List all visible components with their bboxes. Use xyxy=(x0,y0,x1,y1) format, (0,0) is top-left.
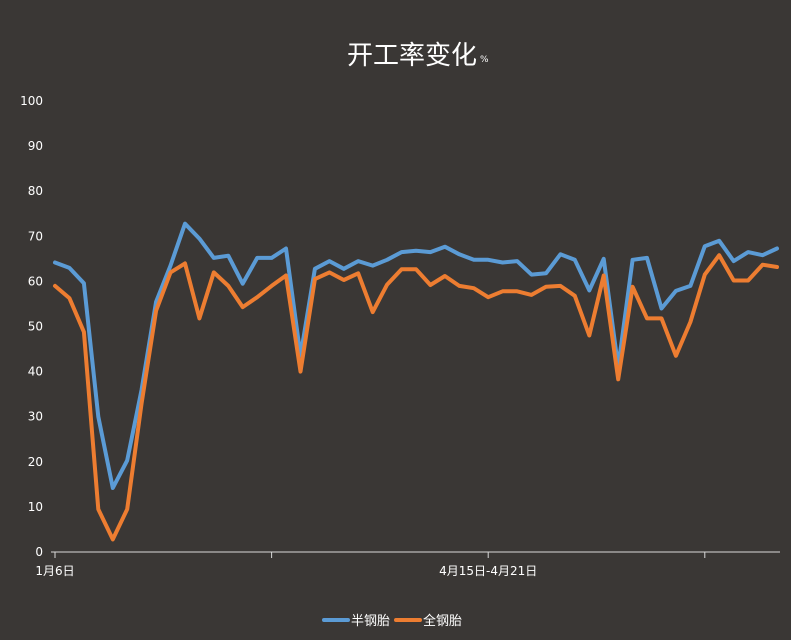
legend-item: 半钢胎 xyxy=(322,614,390,629)
y-tick-label: 80 xyxy=(28,184,43,198)
legend-label: 全钢胎 xyxy=(423,613,462,629)
y-tick-label: 10 xyxy=(28,500,43,514)
chart-title-text: 开工率变化 xyxy=(347,41,477,71)
legend-item: 全钢胎 xyxy=(394,613,462,629)
legend-label: 半钢胎 xyxy=(351,614,390,629)
chart-title-unit: % xyxy=(480,55,489,65)
x-tick-label: 1月6日 xyxy=(35,564,74,578)
y-tick-label: 60 xyxy=(28,274,43,288)
y-tick-label: 90 xyxy=(28,139,43,153)
y-tick-label: 70 xyxy=(28,229,43,243)
y-axis: 0 10 20 30 40 50 60 70 80 90 100 xyxy=(20,94,43,559)
y-tick-label: 50 xyxy=(28,320,43,334)
legend: 半钢胎 全钢胎 xyxy=(322,613,462,629)
y-tick-label: 30 xyxy=(28,410,43,424)
y-tick-label: 100 xyxy=(20,94,43,108)
y-tick-label: 0 xyxy=(35,545,43,559)
y-tick-label: 40 xyxy=(28,365,43,379)
series-line-all-steel xyxy=(53,253,779,542)
x-tick-label: 4月15日-4月21日 xyxy=(439,564,537,578)
chart-title: 开工率变化 % xyxy=(347,41,489,71)
plot-area xyxy=(53,221,779,542)
y-tick-label: 20 xyxy=(28,455,43,469)
series-line-half-steel xyxy=(53,221,779,490)
